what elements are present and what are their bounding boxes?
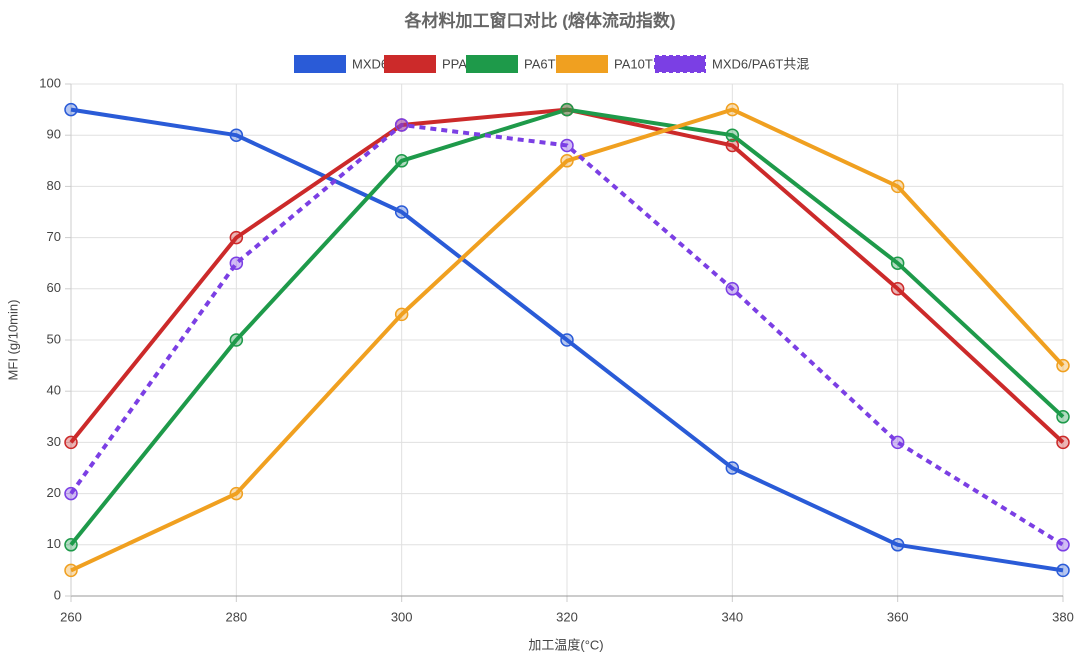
data-point	[890, 435, 905, 450]
data-point	[1056, 410, 1070, 424]
legend-label: MXD6/PA6T共混	[712, 56, 809, 71]
data-point	[560, 333, 574, 347]
y-tick-label: 70	[47, 229, 61, 244]
data-point	[725, 461, 740, 475]
y-tick-label: 40	[47, 383, 61, 398]
data-point	[725, 128, 740, 142]
data-point	[394, 205, 409, 219]
x-tick-label: 360	[887, 609, 909, 624]
data-point	[560, 154, 574, 168]
legend-label: PA6T	[524, 56, 556, 71]
legend-swatch	[556, 55, 608, 73]
chart-title: 各材料加工窗口对比 (熔体流动指数)	[403, 10, 675, 30]
data-point	[229, 230, 244, 245]
y-tick-label: 10	[47, 536, 61, 551]
legend-label: PPA	[442, 56, 467, 71]
data-point	[890, 179, 905, 194]
y-tick-label: 80	[47, 178, 61, 193]
y-tick-label: 20	[47, 485, 61, 500]
data-point	[725, 138, 740, 153]
y-tick-label: 50	[47, 331, 61, 346]
x-axis-label: 加工温度(°C)	[528, 637, 603, 652]
legend-swatch	[294, 55, 346, 73]
legend-label: MXD6	[352, 56, 388, 71]
y-tick-label: 30	[47, 434, 61, 449]
data-point	[1056, 563, 1070, 578]
data-point	[560, 138, 574, 153]
series-line	[70, 107, 1065, 573]
legend-swatch	[654, 55, 706, 73]
legend-swatch	[384, 55, 436, 73]
data-point	[394, 307, 409, 322]
data-point	[229, 256, 244, 270]
data-point	[725, 282, 740, 296]
y-axis-label: MFI (g/10min)	[5, 300, 20, 381]
data-point	[64, 563, 78, 578]
data-point	[229, 486, 244, 501]
y-tick-label: 100	[39, 75, 61, 90]
x-tick-label: 380	[1052, 609, 1074, 624]
x-tick-label: 300	[391, 609, 413, 624]
x-tick-label: 280	[225, 609, 247, 624]
data-point	[1056, 538, 1070, 552]
y-tick-label: 0	[54, 587, 61, 602]
data-point	[64, 486, 78, 501]
data-point	[890, 256, 905, 270]
series-line	[70, 107, 1064, 573]
legend-swatch	[466, 55, 518, 73]
x-tick-label: 340	[721, 609, 743, 624]
y-tick-label: 60	[47, 280, 61, 295]
data-point	[725, 102, 740, 117]
y-tick-label: 90	[47, 127, 61, 142]
data-point	[1056, 358, 1070, 373]
data-point	[64, 538, 78, 552]
x-tick-label: 260	[60, 609, 82, 624]
data-point	[394, 118, 409, 132]
legend-label: PA10T	[614, 56, 653, 71]
data-point	[890, 538, 905, 552]
series-line	[69, 122, 1065, 547]
data-point	[394, 154, 409, 168]
x-tick-label: 320	[556, 609, 578, 624]
data-point	[1056, 435, 1070, 450]
series-line	[69, 107, 1065, 547]
data-point	[890, 282, 905, 296]
data-point	[229, 333, 244, 347]
data-point	[229, 128, 244, 142]
data-point	[560, 102, 574, 117]
data-point	[64, 435, 78, 450]
data-point	[64, 102, 78, 117]
